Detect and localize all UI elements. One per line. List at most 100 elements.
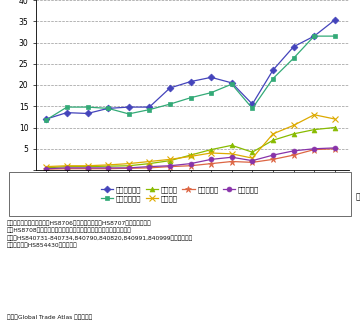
タイ輸出	[250, 150, 255, 154]
インド輸入	[188, 162, 193, 166]
タイ輸出	[291, 132, 296, 136]
メキシコ輸出	[333, 18, 337, 22]
タイ輸出	[168, 159, 172, 163]
Text: （年）: （年）	[355, 192, 360, 201]
メキシコ輸入	[291, 56, 296, 60]
タイ輸入	[333, 117, 337, 121]
Text: 資料：Global Trade Atlas から作成。: 資料：Global Trade Atlas から作成。	[7, 314, 93, 320]
メキシコ輸出	[188, 80, 193, 83]
メキシコ輸入	[85, 105, 90, 109]
メキシコ輸入	[127, 112, 131, 116]
インド輸出	[209, 162, 213, 166]
インド輸入	[250, 159, 255, 163]
メキシコ輸入	[209, 91, 213, 95]
メキシコ輸出	[65, 111, 69, 115]
メキシコ輸出	[168, 86, 172, 90]
Line: タイ輸入: タイ輸入	[43, 112, 338, 170]
インド輸入	[85, 166, 90, 170]
タイ輸出	[127, 164, 131, 168]
タイ輸入	[250, 156, 255, 160]
インド輸入	[127, 166, 131, 170]
メキシコ輸出	[127, 105, 131, 109]
タイ輸出	[85, 165, 90, 168]
タイ輸出	[333, 126, 337, 129]
タイ輸入	[106, 163, 110, 167]
インド輸入	[147, 165, 152, 168]
メキシコ輸入	[333, 34, 337, 38]
インド輸出	[188, 164, 193, 168]
インド輸入	[44, 167, 49, 171]
メキシコ輸出	[209, 75, 213, 79]
メキシコ輸入	[188, 96, 193, 100]
インド輸出	[291, 153, 296, 157]
インド輸出	[250, 160, 255, 164]
インド輸出	[333, 147, 337, 151]
インド輸出	[65, 167, 69, 171]
タイ輸入	[188, 155, 193, 158]
タイ輸出	[65, 165, 69, 168]
インド輸出	[85, 167, 90, 171]
インド輸入	[333, 146, 337, 150]
タイ輸出	[147, 162, 152, 166]
インド輸出	[44, 167, 49, 171]
Line: メキシコ輸出: メキシコ輸出	[44, 17, 337, 121]
Line: タイ輸出: タイ輸出	[44, 125, 337, 170]
タイ輸出	[312, 128, 316, 132]
メキシコ輸出	[312, 34, 316, 38]
メキシコ輸出	[230, 81, 234, 85]
タイ輸入	[44, 165, 49, 168]
タイ輸入	[209, 151, 213, 155]
インド輸入	[291, 149, 296, 153]
インド輸入	[168, 164, 172, 168]
メキシコ輸入	[44, 118, 49, 122]
メキシコ輸出	[147, 105, 152, 109]
メキシコ輸入	[312, 34, 316, 38]
タイ輸入	[271, 132, 275, 136]
メキシコ輸出	[271, 68, 275, 72]
タイ輸出	[230, 143, 234, 147]
タイ輸入	[168, 157, 172, 161]
タイ輸入	[127, 162, 131, 166]
タイ輸出	[106, 164, 110, 168]
タイ輸入	[291, 123, 296, 127]
Line: インド輸入: インド輸入	[44, 146, 337, 171]
メキシコ輸入	[250, 107, 255, 110]
タイ輸出	[44, 166, 49, 170]
Line: インド輸出: インド輸出	[43, 145, 338, 173]
メキシコ輸入	[168, 102, 172, 106]
インド輸出	[312, 148, 316, 152]
メキシコ輸出	[85, 111, 90, 115]
インド輸出	[127, 166, 131, 170]
メキシコ輸入	[271, 77, 275, 80]
Line: メキシコ輸入: メキシコ輸入	[44, 34, 337, 122]
メキシコ輸出	[106, 107, 110, 110]
メキシコ輸入	[65, 105, 69, 109]
インド輸入	[65, 166, 69, 170]
Legend: メキシコ輸出, メキシコ輸入, タイ輸出, タイ輸入, インド輸出, インド輸入: メキシコ輸出, メキシコ輸入, タイ輸出, タイ輸入, インド輸出, インド輸入	[99, 184, 261, 204]
インド輸出	[271, 157, 275, 161]
タイ輸入	[65, 164, 69, 168]
インド輸出	[106, 167, 110, 171]
メキシコ輸出	[291, 45, 296, 49]
インド輸出	[168, 165, 172, 168]
メキシコ輸入	[147, 108, 152, 112]
インド輸入	[106, 166, 110, 170]
インド輸入	[209, 157, 213, 161]
メキシコ輸入	[106, 107, 110, 110]
タイ輸入	[230, 152, 234, 156]
インド輸出	[147, 166, 152, 170]
タイ輸入	[312, 113, 316, 117]
インド輸出	[230, 160, 234, 164]
メキシコ輸出	[250, 102, 255, 106]
タイ輸出	[271, 138, 275, 142]
メキシコ輸出	[44, 117, 49, 121]
Text: 備考：原動機付きシャシ（HS8706）、自動車車体（HS8707）、自動車部品
　（HS8708）、エンジン・同部品のうち主に自動車用に用いられるも
　の（HS: 備考：原動機付きシャシ（HS8706）、自動車車体（HS8707）、自動車部品 …	[7, 220, 193, 248]
タイ輸入	[147, 160, 152, 164]
インド輸入	[271, 153, 275, 157]
インド輸入	[312, 147, 316, 151]
タイ輸出	[188, 153, 193, 157]
タイ輸入	[85, 164, 90, 168]
インド輸入	[230, 155, 234, 159]
タイ輸出	[209, 148, 213, 152]
メキシコ輸入	[230, 82, 234, 86]
